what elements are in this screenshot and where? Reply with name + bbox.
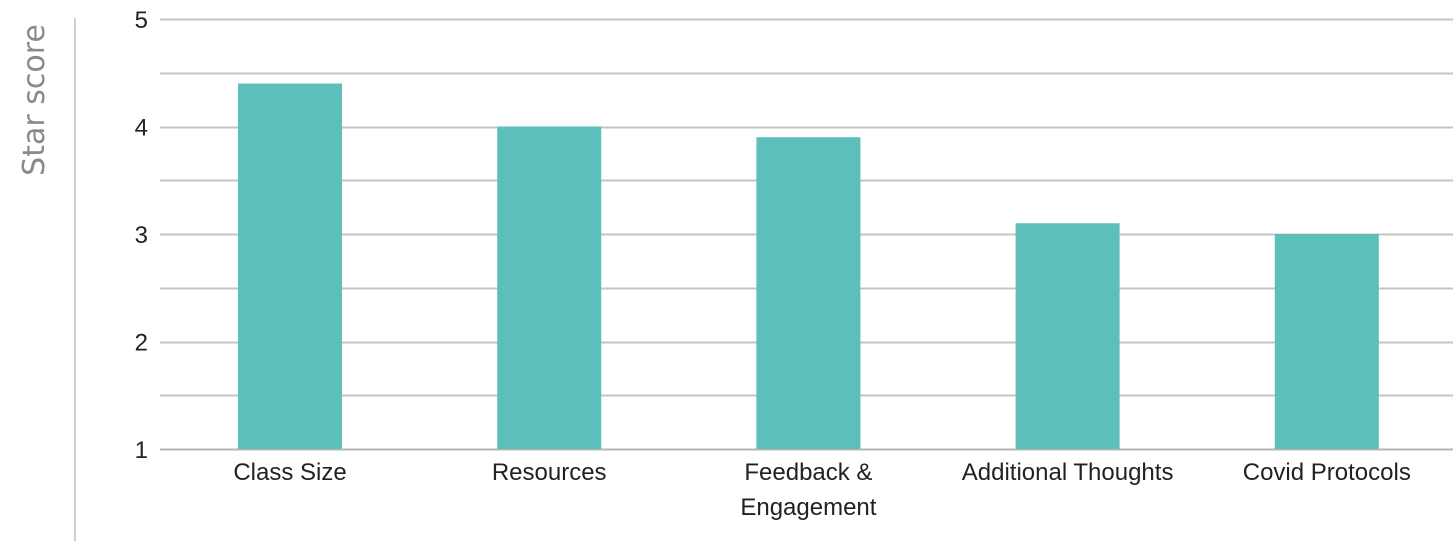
y-tick-label: 4: [135, 115, 148, 142]
y-tick-label: 2: [135, 330, 148, 357]
y-tick-label: 3: [135, 222, 148, 249]
bar: [756, 137, 861, 449]
category-label: Resources: [492, 459, 607, 486]
category-label: Additional Thoughts: [962, 459, 1174, 486]
category-label: Feedback & Engagement: [740, 459, 876, 521]
category-label: Class Size: [233, 459, 346, 486]
y-tick-label: 1: [135, 437, 148, 464]
bar: [1015, 223, 1120, 449]
y-tick-label: 5: [135, 7, 148, 34]
category-label: Covid Protocols: [1243, 459, 1411, 486]
bar: [497, 126, 602, 449]
y-tick-labels: 1 2 3 4 5: [135, 7, 148, 464]
bar: [1274, 234, 1379, 449]
bars: [238, 83, 1379, 449]
bar: [238, 83, 342, 449]
y-axis-label: Star score: [17, 24, 52, 176]
category-labels: Class Size Resources Feedback & Engagement A…: [233, 459, 1411, 521]
